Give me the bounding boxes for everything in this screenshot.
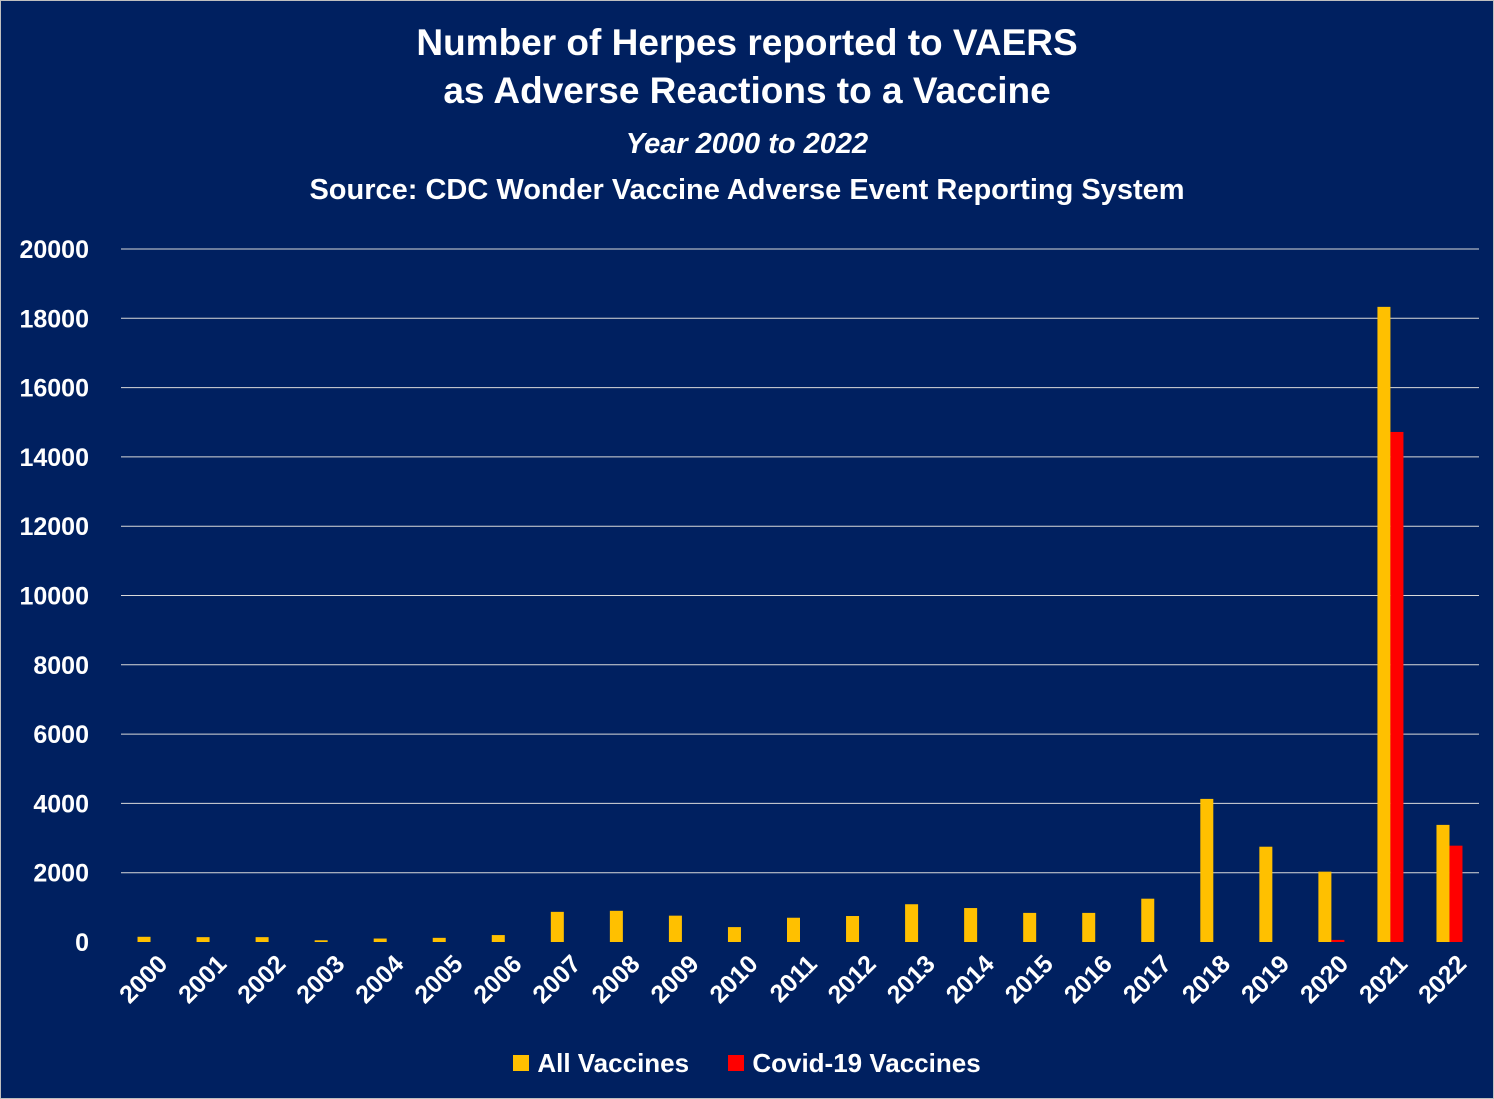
bar-all-vaccines — [1318, 871, 1332, 942]
bar-all-vaccines — [1141, 898, 1155, 942]
chart-title-line-2: as Adverse Reactions to a Vaccine — [443, 70, 1051, 111]
bar-all-vaccines — [373, 938, 387, 942]
chart-subtitle: Year 2000 to 2022 — [625, 128, 869, 160]
chart-header: Number of Herpes reported to VAERS as Ad… — [1, 19, 1493, 213]
x-tick-label: 2007 — [527, 950, 586, 1009]
x-tick-label: 2020 — [1295, 950, 1354, 1009]
bar-all-vaccines — [255, 937, 269, 942]
legend-item-all-vaccines: All Vaccines — [513, 1048, 689, 1079]
bar-all-vaccines — [1082, 912, 1096, 942]
x-tick-label: 2000 — [114, 950, 173, 1009]
bar-all-vaccines — [727, 927, 741, 942]
bar-all-vaccines — [550, 911, 564, 942]
bar-all-vaccines — [1259, 846, 1273, 942]
y-tick-label: 12000 — [19, 513, 89, 541]
legend-item-covid-vaccines: Covid-19 Vaccines — [728, 1047, 981, 1079]
bar-all-vaccines — [905, 904, 919, 942]
x-tick-label: 2014 — [941, 950, 1000, 1009]
y-tick-label: 8000 — [33, 652, 89, 680]
y-tick-label: 16000 — [19, 375, 89, 403]
x-tick-label: 2011 — [765, 950, 823, 1008]
x-tick-label: 2004 — [350, 950, 409, 1009]
x-tick-label: 2010 — [705, 950, 764, 1009]
x-tick-label: 2002 — [232, 950, 291, 1009]
bar-covid-vaccines — [1390, 431, 1404, 942]
bar-all-vaccines — [609, 910, 623, 942]
x-tick-label: 2016 — [1059, 950, 1118, 1009]
bar-all-vaccines — [491, 935, 505, 942]
bar-all-vaccines — [1436, 824, 1450, 942]
x-tick-label: 2015 — [1000, 950, 1059, 1009]
bar-covid-vaccines — [1449, 845, 1463, 942]
bar-all-vaccines — [137, 936, 151, 942]
chart-title-line-1: Number of Herpes reported to VAERS — [416, 22, 1078, 63]
x-tick-label: 2018 — [1177, 950, 1236, 1009]
x-tick-label: 2008 — [586, 950, 645, 1009]
y-tick-label: 4000 — [33, 790, 89, 818]
bar-all-vaccines — [196, 937, 210, 942]
chart-legend: All Vaccines Covid-19 Vaccines — [1, 1047, 1493, 1079]
bar-covid-vaccines — [1331, 939, 1345, 942]
bar-all-vaccines — [787, 917, 800, 942]
x-tick-label: 2021 — [1354, 950, 1413, 1009]
bar-all-vaccines — [314, 940, 328, 942]
y-tick-label: 10000 — [19, 583, 89, 611]
legend-label-all-vaccines: All Vaccines — [537, 1047, 690, 1078]
y-tick-label: 6000 — [33, 721, 89, 749]
legend-swatch-all-vaccines — [513, 1055, 530, 1071]
chart-source: Source: CDC Wonder Vaccine Adverse Event… — [309, 174, 1185, 206]
bar-all-vaccines — [1023, 912, 1037, 942]
bar-all-vaccines — [846, 916, 860, 942]
chart-plot-area: 0 2000 4000 6000 8000 10000 12000 14000 16000 180… — [19, 236, 1479, 1009]
y-tick-label: 20000 — [19, 236, 89, 264]
bar-all-vaccines — [1200, 798, 1214, 942]
y-tick-label: 2000 — [33, 860, 89, 888]
x-tick-label: 2006 — [468, 950, 527, 1009]
legend-swatch-covid-vaccines — [728, 1055, 745, 1071]
y-tick-label: 18000 — [19, 305, 89, 333]
x-tick-label: 2012 — [823, 950, 882, 1009]
x-tick-label: 2003 — [291, 950, 350, 1009]
bar-all-vaccines — [432, 937, 446, 942]
legend-label-covid-vaccines: Covid-19 Vaccines — [752, 1047, 981, 1078]
bar-all-vaccines — [1377, 306, 1391, 943]
x-tick-label: 2013 — [882, 950, 941, 1009]
y-tick-label: 0 — [75, 929, 89, 957]
x-tick-label: 2019 — [1236, 950, 1295, 1009]
x-tick-label: 2005 — [409, 950, 468, 1009]
x-tick-label: 2017 — [1118, 950, 1177, 1009]
bar-all-vaccines — [668, 915, 682, 942]
x-tick-label: 2001 — [173, 950, 232, 1009]
x-tick-label: 2022 — [1413, 950, 1472, 1009]
y-tick-label: 14000 — [19, 444, 89, 472]
x-tick-label: 2009 — [645, 950, 704, 1009]
bar-all-vaccines — [964, 908, 978, 942]
